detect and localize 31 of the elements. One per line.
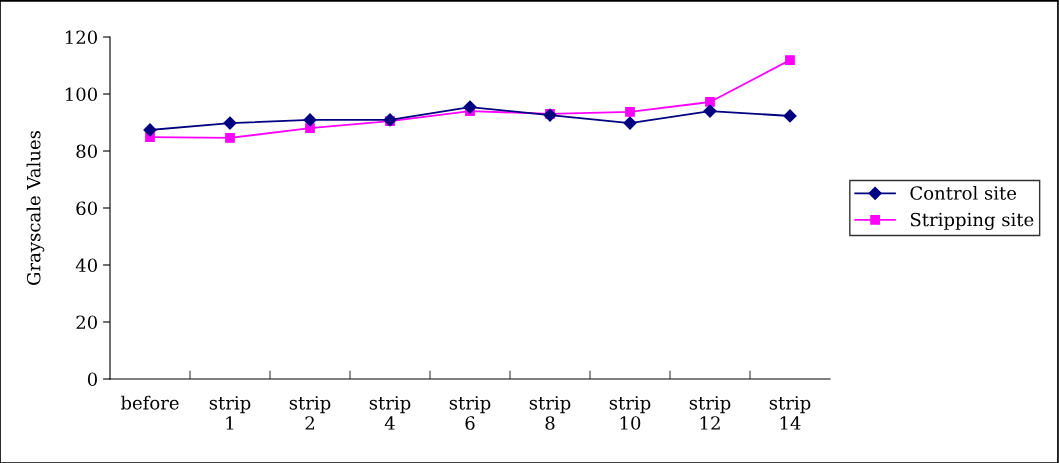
point — [623, 116, 637, 130]
point — [143, 123, 157, 137]
point — [783, 109, 797, 123]
point — [703, 104, 717, 118]
y-tick-label: 100 — [65, 87, 97, 102]
point — [225, 133, 235, 143]
point — [785, 55, 795, 65]
x-tick-label: strip 12 — [689, 396, 731, 430]
point — [305, 123, 315, 134]
y-tick-label: 0 — [87, 372, 97, 387]
x-tick-label: strip 2 — [289, 396, 331, 430]
y-tick-label: 20 — [76, 315, 97, 330]
x-tick-label: strip 4 — [369, 396, 411, 430]
y-axis-title: Grayscale Values — [26, 130, 45, 285]
y-tick-label: 40 — [75, 258, 97, 273]
point — [625, 107, 635, 117]
y-tick-label: 80 — [76, 144, 97, 159]
x-tick-label: strip 1 — [209, 396, 251, 430]
x-tick-label: strip 6 — [449, 396, 491, 430]
x-tick-label: strip 14 — [769, 396, 811, 430]
legend-label: Control site — [910, 185, 1017, 200]
x-tick-label: before — [120, 395, 179, 410]
y-tick-label: 60 — [76, 201, 97, 216]
point — [705, 97, 715, 107]
point — [463, 100, 477, 114]
y-tick-label: 120 — [65, 30, 97, 45]
point — [223, 116, 237, 130]
x-tick-label: strip 10 — [609, 396, 651, 430]
legend-label: Stripping site — [910, 212, 1034, 231]
point — [303, 113, 317, 127]
x-tick-label: strip 8 — [529, 396, 571, 430]
